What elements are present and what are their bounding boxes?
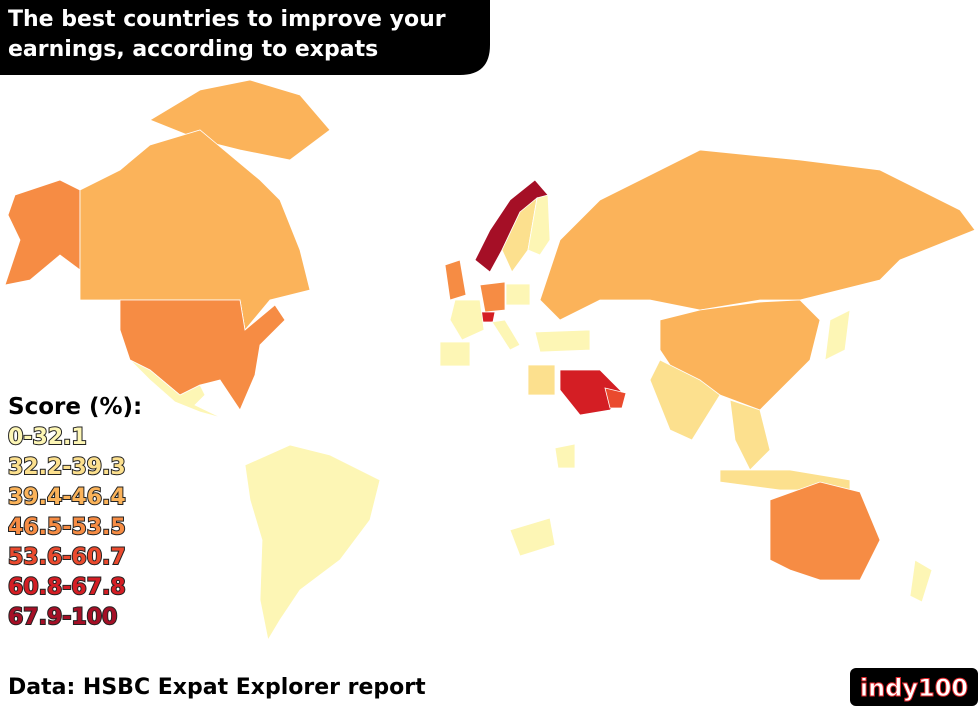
russia xyxy=(539,149,976,321)
legend-item: 53.6-60.7 xyxy=(8,545,126,570)
legend-title: Score (%): xyxy=(8,394,142,420)
south-africa xyxy=(509,517,556,557)
alaska xyxy=(4,179,81,286)
new-zealand xyxy=(909,559,933,603)
title-box xyxy=(0,0,490,75)
germany xyxy=(479,281,506,313)
legend-item: 32.2-39.3 xyxy=(8,455,126,480)
legend-item: 60.8-67.8 xyxy=(8,575,126,600)
japan xyxy=(824,309,851,361)
southeast-asia xyxy=(729,399,771,471)
logo-box xyxy=(850,668,978,706)
mexico xyxy=(129,359,223,419)
logo: indy100 xyxy=(860,674,968,702)
australia xyxy=(769,481,881,581)
legend-item: 39.4-46.4 xyxy=(8,485,126,510)
title-line: The best countries to improve your xyxy=(8,7,446,32)
legend-item: 0-32.1 xyxy=(8,425,87,450)
turkey xyxy=(534,329,591,353)
title-line: earnings, according to expats xyxy=(8,37,378,62)
uk xyxy=(444,259,467,301)
legend: 0-32.1 32.2-39.3 39.4-46.4 46.5-53.5 53.6-60… xyxy=(7,424,127,631)
world-map xyxy=(4,79,976,642)
italy xyxy=(491,319,521,351)
uae xyxy=(604,387,627,409)
kenya xyxy=(554,443,576,469)
france xyxy=(449,299,485,341)
south-america xyxy=(244,444,381,642)
legend-item: 46.5-53.5 xyxy=(8,515,126,540)
poland xyxy=(505,283,531,306)
spain xyxy=(439,341,471,367)
source: Data: HSBC Expat Explorer report xyxy=(8,675,426,700)
finland xyxy=(527,194,551,256)
egypt xyxy=(527,364,556,396)
legend-item: 67.9-100 xyxy=(8,605,117,630)
india xyxy=(649,359,721,441)
